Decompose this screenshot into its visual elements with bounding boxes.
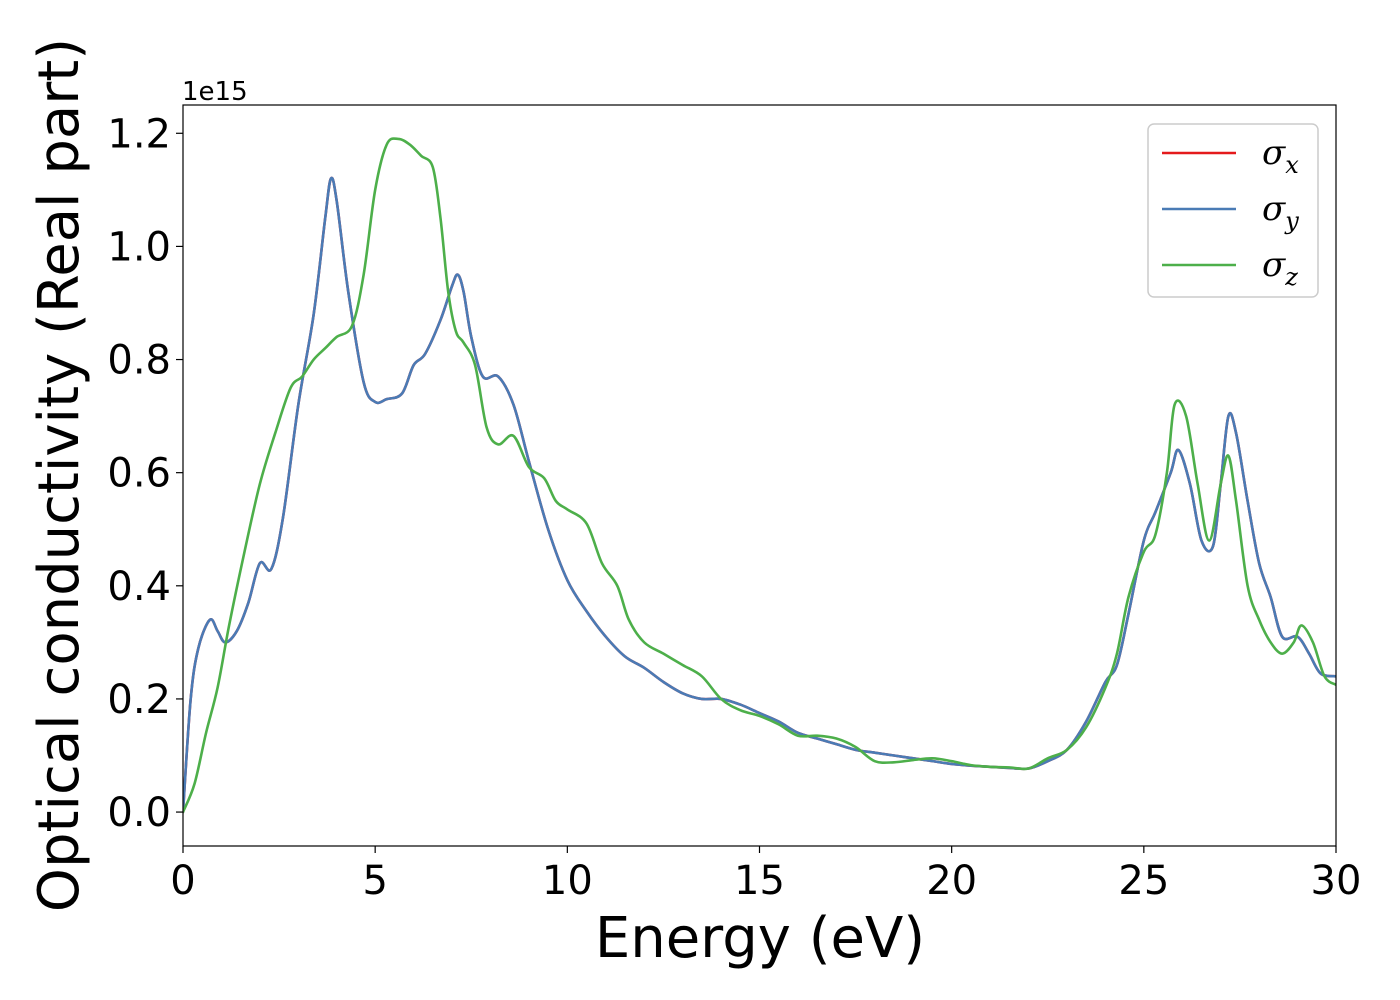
x-tick-label: 25 — [1118, 858, 1169, 904]
y-tick-label: 0.8 — [107, 338, 171, 384]
y-tick-label: 0.0 — [107, 790, 171, 836]
x-tick-label: 15 — [734, 858, 785, 904]
y-tick-label: 1.2 — [107, 111, 171, 157]
x-tick-label: 10 — [542, 858, 593, 904]
y-axis-ticks: 0.0 0.2 0.4 0.6 0.8 1.0 1.2 — [107, 111, 183, 836]
series-line-z — [183, 137, 1336, 814]
y-tick-label: 0.6 — [107, 451, 171, 497]
legend-label-y: σy — [1262, 189, 1299, 235]
x-tick-label: 20 — [926, 858, 977, 904]
x-axis-title: Energy (eV) — [595, 906, 925, 971]
x-tick-label: 0 — [170, 858, 195, 904]
legend-label-x: σx — [1262, 133, 1299, 179]
x-tick-label: 5 — [362, 858, 387, 904]
legend: σx σy σz — [1147, 123, 1319, 298]
x-tick-label: 30 — [1311, 858, 1362, 904]
y-axis-title: Optical conductivity (Real part) — [27, 38, 92, 912]
y-tick-label: 0.2 — [107, 677, 171, 723]
series-layer — [183, 137, 1336, 814]
y-tick-label: 1.0 — [107, 224, 171, 270]
y-tick-label: 0.4 — [107, 564, 171, 610]
series-line-y — [183, 176, 1336, 814]
x-axis-ticks: 0 5 10 15 20 25 30 — [170, 846, 1361, 904]
legend-box — [1147, 123, 1319, 298]
legend-label-z: σz — [1262, 245, 1298, 291]
y-offset-label: 1e15 — [182, 77, 248, 107]
